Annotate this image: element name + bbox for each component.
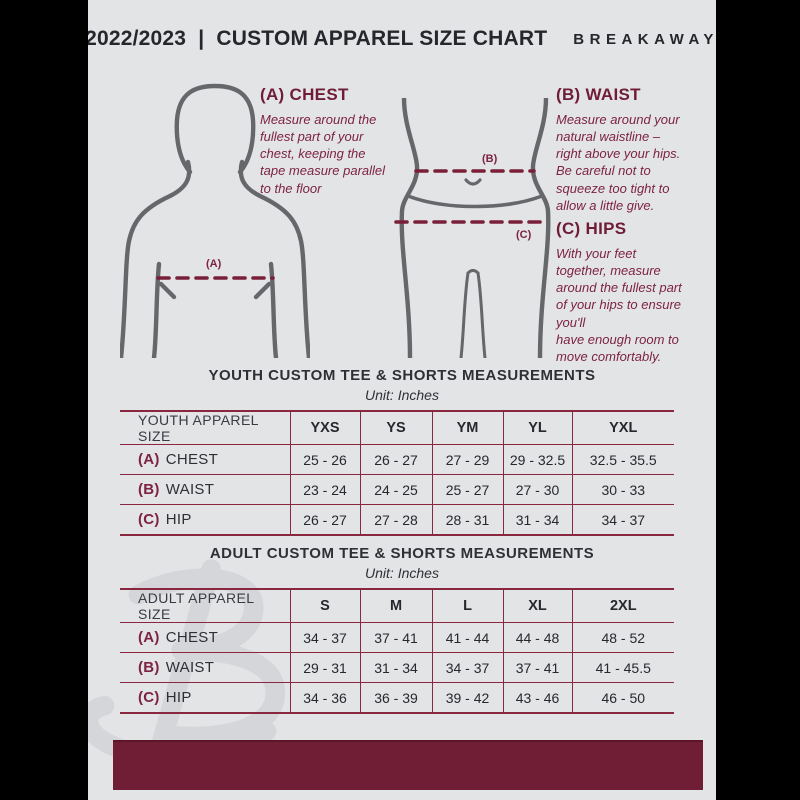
row-label-text: CHEST	[165, 629, 219, 646]
chest-heading: (A) CHEST	[260, 85, 349, 104]
torso-diagram	[120, 83, 310, 358]
row-marker: (A)	[138, 629, 160, 646]
row-marker: (C)	[138, 689, 160, 706]
cell-value: 37 - 41	[359, 622, 432, 653]
chest-marker-label: (A)	[206, 258, 222, 270]
cell-value: 34 - 37	[571, 504, 674, 535]
size-ys: YS	[359, 410, 432, 445]
cell-value: 26 - 27	[359, 444, 432, 475]
row-marker: (A)	[138, 451, 160, 468]
cell-value: 34 - 37	[289, 622, 360, 653]
adult-size-table: ADULT APPAREL SIZE S M L XL 2XL (A) CHEST…	[120, 588, 674, 714]
lower-body-diagram	[394, 98, 551, 358]
youth-size-table: YOUTH APPAREL SIZE YXS YS YM YL YXL (A) C…	[120, 410, 674, 536]
cell-value: 41 - 44	[431, 622, 503, 653]
cell-value: 36 - 39	[359, 682, 432, 713]
cell-value: 27 - 30	[502, 474, 572, 505]
row-marker: (C)	[138, 511, 160, 528]
cell-value: 44 - 48	[502, 622, 572, 653]
table-row: (C) HIP 34 - 36 36 - 39 39 - 42 43 - 46 4…	[120, 682, 674, 713]
row-label-text: CHEST	[165, 451, 219, 468]
flyer-page: 2022/2023 | CUSTOM APPAREL SIZE CHART BR…	[88, 0, 716, 800]
waist-heading: (B) WAIST	[556, 85, 641, 104]
table-row: (A) CHEST 34 - 37 37 - 41 41 - 44 44 - 48…	[120, 622, 674, 653]
cell-value: 29 - 31	[289, 652, 360, 683]
cell-value: 28 - 31	[431, 504, 503, 535]
row-label-text: HIP	[165, 511, 192, 528]
cell-value: 41 - 45.5	[571, 652, 674, 683]
cell-value: 39 - 42	[431, 682, 503, 713]
size-yxs: YXS	[289, 410, 360, 445]
cell-value: 25 - 26	[289, 444, 360, 475]
cell-value: 46 - 50	[571, 682, 674, 713]
size-s: S	[289, 588, 360, 623]
waist-marker-label: (B)	[482, 153, 498, 165]
size-yl: YL	[502, 410, 572, 445]
cell-value: 27 - 28	[359, 504, 432, 535]
row-marker: (B)	[138, 481, 160, 498]
hips-heading: (C) HIPS	[556, 219, 627, 238]
cell-value: 27 - 29	[431, 444, 503, 475]
adult-header-row: ADULT APPAREL SIZE S M L XL 2XL	[120, 588, 674, 623]
adult-section-title: ADULT CUSTOM TEE & SHORTS MEASUREMENTS	[209, 545, 595, 562]
row-label-text: WAIST	[165, 481, 215, 498]
cell-value: 43 - 46	[502, 682, 572, 713]
row-marker: (B)	[138, 659, 160, 676]
youth-size-column-header: YOUTH APPAREL SIZE	[120, 410, 290, 445]
hips-marker-label: (C)	[516, 229, 532, 241]
cell-value: 24 - 25	[359, 474, 432, 505]
cell-value: 32.5 - 35.5	[571, 444, 674, 475]
table-row: (C) HIP 26 - 27 27 - 28 28 - 31 31 - 34 3…	[120, 504, 674, 535]
cell-value: 26 - 27	[289, 504, 360, 535]
size-ym: YM	[431, 410, 503, 445]
brand-name: BREAKAWAY	[573, 30, 716, 48]
size-m: M	[359, 588, 432, 623]
hips-instructions: With your feet together, measure around …	[556, 246, 682, 364]
cell-value: 30 - 33	[571, 474, 674, 505]
cell-value: 23 - 24	[289, 474, 360, 505]
table-row: (B) WAIST 23 - 24 24 - 25 25 - 27 27 - 30…	[120, 474, 674, 505]
cell-value: 31 - 34	[502, 504, 572, 535]
youth-section-title: YOUTH CUSTOM TEE & SHORTS MEASUREMENTS	[208, 367, 596, 384]
youth-header-row: YOUTH APPAREL SIZE YXS YS YM YL YXL	[120, 410, 674, 445]
size-xl: XL	[502, 588, 572, 623]
size-2xl: 2XL	[571, 588, 674, 623]
row-label-text: HIP	[165, 689, 192, 706]
page-title: 2022/2023 | CUSTOM APPAREL SIZE CHART	[88, 27, 548, 50]
cell-value: 25 - 27	[431, 474, 503, 505]
cell-value: 31 - 34	[359, 652, 432, 683]
cell-value: 34 - 36	[289, 682, 360, 713]
size-l: L	[431, 588, 503, 623]
row-label-text: WAIST	[165, 659, 215, 676]
size-yxl: YXL	[571, 410, 674, 445]
cell-value: 48 - 52	[571, 622, 674, 653]
cell-value: 37 - 41	[502, 652, 572, 683]
waist-instructions: Measure around your natural waistline – …	[556, 112, 681, 213]
cell-value: 29 - 32.5	[502, 444, 572, 475]
header: 2022/2023 | CUSTOM APPAREL SIZE CHART BR…	[88, 16, 716, 62]
chest-instructions: Measure around the fullest part of your …	[260, 112, 386, 196]
youth-unit-label: Unit: Inches	[365, 387, 439, 403]
table-row: (B) WAIST 29 - 31 31 - 34 34 - 37 37 - 41…	[120, 652, 674, 683]
table-row: (A) CHEST 25 - 26 26 - 27 27 - 29 29 - 32…	[120, 444, 674, 475]
footer-accent-bar	[113, 740, 703, 790]
cell-value: 34 - 37	[431, 652, 503, 683]
adult-size-column-header: ADULT APPAREL SIZE	[120, 588, 290, 623]
adult-unit-label: Unit: Inches	[365, 565, 439, 581]
